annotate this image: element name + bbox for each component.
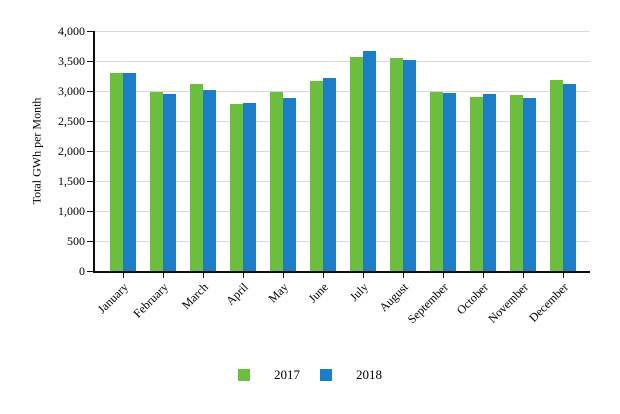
x-tick-label-March: March bbox=[178, 280, 211, 313]
x-axis-tick-July bbox=[362, 273, 364, 278]
y-tick-label-3,500: 3,500 bbox=[58, 54, 85, 68]
bar-2018-September bbox=[442, 93, 456, 271]
y-tick-label-3,000: 3,000 bbox=[58, 84, 85, 98]
legend-label-2018: 2018 bbox=[356, 367, 382, 382]
bar-2017-December bbox=[549, 79, 563, 271]
bar-2018-March bbox=[202, 89, 216, 271]
gridline-2000 bbox=[95, 151, 590, 152]
legend-swatch-2017 bbox=[238, 369, 250, 381]
x-tick-label-November: November bbox=[484, 280, 531, 326]
bar-2018-October bbox=[482, 94, 496, 271]
y-axis-tick-2,500 bbox=[87, 120, 93, 122]
legend-label-2017: 2017 bbox=[274, 367, 300, 382]
gridline-4000 bbox=[95, 31, 590, 32]
bar-2018-February bbox=[162, 94, 176, 271]
y-axis-tick-3,500 bbox=[87, 60, 93, 62]
bar-2017-November bbox=[509, 94, 523, 271]
bar-2017-October bbox=[469, 97, 483, 271]
y-axis-tick-labels: 0 500 1,000 1,500 2,000 2,500 3,000 3,500 4,000 bbox=[0, 24, 85, 278]
y-axis-tick-1,500 bbox=[87, 180, 93, 182]
x-tick-label-January: January bbox=[94, 280, 131, 317]
y-tick-label-4,000: 4,000 bbox=[58, 24, 85, 38]
bar-2017-June bbox=[309, 80, 323, 271]
x-axis-tick-October bbox=[482, 273, 484, 278]
y-axis-tick-2,000 bbox=[87, 150, 93, 152]
x-axis-tick-September bbox=[442, 273, 444, 278]
gridline-3500 bbox=[95, 61, 590, 62]
bar-2017-May bbox=[269, 91, 283, 271]
bar-2017-January bbox=[109, 73, 123, 271]
x-tick-label-February: February bbox=[129, 280, 171, 321]
bar-2017-July bbox=[349, 57, 363, 271]
x-axis-tick-March bbox=[202, 273, 204, 278]
x-tick-label-May: May bbox=[264, 280, 291, 306]
x-axis-tick-November bbox=[522, 273, 524, 278]
bar-2017-April bbox=[229, 104, 243, 271]
plot-area: January February March April May June July Augu… bbox=[87, 30, 590, 326]
bar-2018-June bbox=[322, 77, 336, 271]
x-axis-tick-January bbox=[122, 273, 124, 278]
bar-2018-July bbox=[362, 51, 376, 271]
x-axis-tick-August bbox=[402, 273, 404, 278]
x-tick-label-December: December bbox=[525, 280, 571, 325]
y-axis-tick-0 bbox=[87, 270, 93, 272]
legend-item-2017: 2017 bbox=[238, 367, 300, 383]
legend: 2017 2018 bbox=[0, 367, 620, 383]
legend-item-2018: 2018 bbox=[320, 367, 382, 383]
gridline-2500 bbox=[95, 121, 590, 122]
x-tick-label-August: August bbox=[375, 280, 411, 315]
x-axis-tick-December bbox=[562, 273, 564, 278]
x-tick-label-April: April bbox=[222, 280, 251, 308]
bar-2017-February bbox=[149, 92, 163, 271]
y-axis-tick-3,000 bbox=[87, 90, 93, 92]
x-tick-label-September: September bbox=[404, 280, 451, 327]
bar-2018-November bbox=[522, 97, 536, 271]
bar-2017-September bbox=[429, 92, 443, 271]
bar-2018-December bbox=[562, 83, 576, 271]
bar-2018-May bbox=[282, 97, 296, 271]
x-axis-tick-February bbox=[162, 273, 164, 278]
x-axis-tick-April bbox=[242, 273, 244, 278]
gridline-500 bbox=[95, 241, 590, 242]
gridline-3000 bbox=[95, 91, 590, 92]
bar-2018-April bbox=[242, 103, 256, 271]
x-tick-label-July: July bbox=[346, 280, 371, 305]
legend-swatch-2018 bbox=[320, 369, 332, 381]
bar-2017-March bbox=[189, 84, 203, 271]
gridline-1500 bbox=[95, 181, 590, 182]
x-tick-label-October: October bbox=[453, 280, 491, 318]
x-tick-label-June: June bbox=[304, 280, 331, 306]
y-axis-tick-1,000 bbox=[87, 210, 93, 212]
y-axis-tick-4,000 bbox=[87, 30, 93, 32]
y-tick-label-0: 0 bbox=[79, 264, 85, 278]
y-tick-label-1,000: 1,000 bbox=[58, 204, 85, 218]
y-tick-label-2,000: 2,000 bbox=[58, 144, 85, 158]
y-axis-tick-500 bbox=[87, 240, 93, 242]
bar-2018-January bbox=[122, 73, 136, 271]
bar-2017-August bbox=[389, 58, 403, 271]
y-tick-label-2,500: 2,500 bbox=[58, 114, 85, 128]
x-axis-tick-June bbox=[322, 273, 324, 278]
bar-2018-August bbox=[402, 59, 416, 271]
y-tick-label-500: 500 bbox=[67, 234, 85, 248]
x-axis-tick-May bbox=[282, 273, 284, 278]
y-tick-label-1,500: 1,500 bbox=[58, 174, 85, 188]
gridline-1000 bbox=[95, 211, 590, 212]
